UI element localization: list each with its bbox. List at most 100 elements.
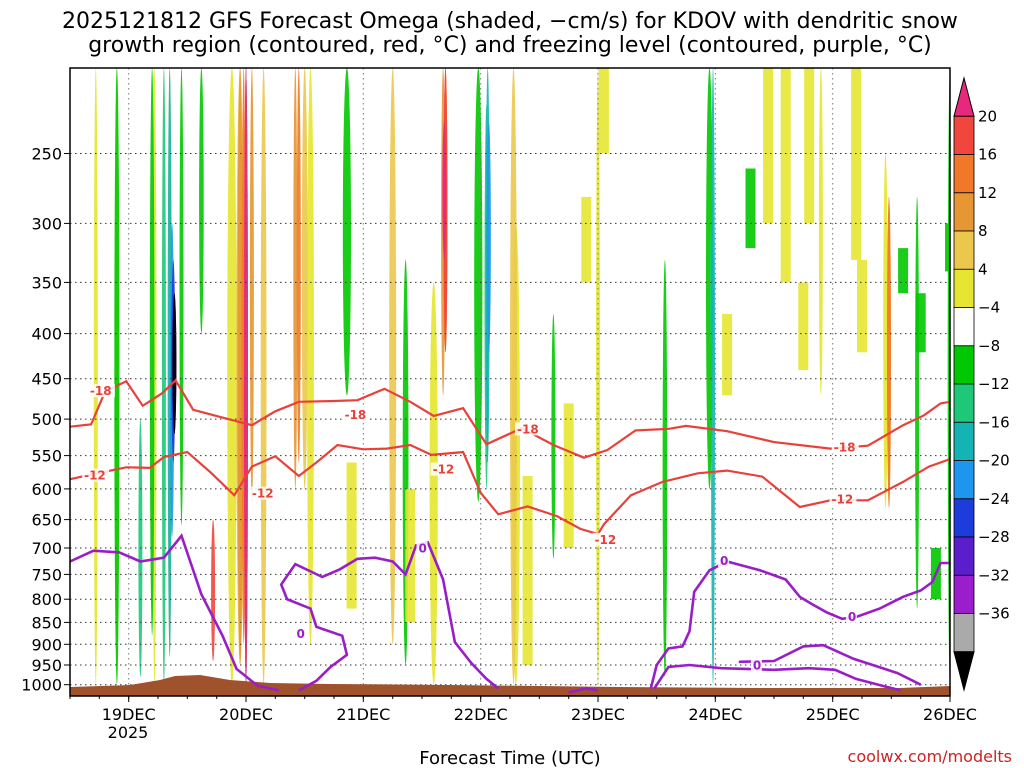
x-tick-label: 20DEC [219, 705, 273, 724]
omega-shade-patch [114, 68, 120, 685]
omega-shade-patch [167, 68, 172, 657]
y-tick-label: 400 [31, 325, 62, 344]
x-tick-label: 19DEC [102, 705, 156, 724]
omega-shading [93, 68, 950, 685]
omega-shade-block [763, 68, 774, 224]
chart-title-line2: growth region (contoured, red, °C) and f… [88, 33, 932, 58]
y-axis-pressure: 250 300 350 400 450 500 550 600 650 700 750 800 850 9… [21, 145, 70, 695]
colorbar-label: 8 [978, 222, 988, 240]
contour-label-bg [515, 422, 542, 436]
colorbar-swatch [953, 460, 975, 500]
contour-label: 0 [419, 542, 427, 556]
omega-shade-block [598, 68, 609, 154]
freezing-level-contour [653, 663, 902, 692]
omega-shade-patch [662, 259, 668, 677]
contour-label: 0 [720, 554, 728, 568]
omega-shade-patch [296, 68, 301, 463]
colorbar: 20 16 12 8 4 −4 −8 −12 −16 −20 −24 −28 −32 −36 [953, 76, 1010, 692]
omega-shade-patch [244, 68, 248, 685]
contour-label: -18 [517, 422, 539, 436]
colorbar-label: −36 [978, 605, 1010, 623]
freezing-level-contour [649, 560, 950, 689]
colorbar-label: −12 [978, 375, 1010, 393]
omega-shade-patch [389, 68, 397, 645]
colorbar-label: 12 [978, 184, 997, 202]
omega-shade-block [581, 196, 592, 283]
colorbar-swatch [953, 536, 975, 576]
colorbar-swatch [953, 383, 975, 423]
contour-label: 0 [848, 610, 856, 624]
colorbar-label: −8 [978, 337, 1000, 355]
colorbar-swatch [953, 268, 975, 308]
y-tick-label: 450 [31, 370, 62, 389]
plot-grid [70, 68, 951, 696]
omega-shade-patch [149, 68, 155, 636]
omega-shade-patch [510, 68, 517, 685]
contour-label-bg [750, 658, 762, 672]
colorbar-swatch [953, 613, 975, 653]
plot-area: -18 -12 -12 -18 -12 -18 -12 -18 -12 0 0 0 0 0 [69, 67, 951, 697]
colorbar-label: −32 [978, 566, 1010, 584]
terrain-ground [70, 675, 950, 696]
dgz-contour-minus12 [70, 443, 950, 536]
omega-shade-block [798, 282, 809, 371]
contour-label-bg [249, 486, 277, 500]
temperature-contours [70, 378, 950, 694]
y-tick-label: 750 [31, 565, 62, 584]
colorbar-swatch [953, 230, 975, 270]
contour-label-bg [831, 440, 859, 454]
y-tick-label: 950 [31, 656, 62, 675]
y-tick-label: 850 [31, 613, 62, 632]
omega-shade-patch [486, 121, 491, 353]
colorbar-swatch [953, 574, 975, 614]
contour-label: -12 [595, 533, 617, 547]
chart-title-line1: 2025121812 GFS Forecast Omega (shaded, −… [62, 9, 958, 34]
omega-shade-patch [915, 196, 920, 609]
y-tick-label: 650 [31, 511, 62, 530]
contour-labels: -18 -12 -12 -18 -12 -18 -12 -18 -12 0 0 0 0 0 [82, 384, 859, 673]
y-tick-label: 700 [31, 539, 62, 558]
omega-shade-patch [227, 68, 237, 685]
omega-shade-patch [887, 196, 891, 508]
contour-label-bg [845, 609, 857, 623]
colorbar-swatch [953, 498, 975, 538]
credit-text: coolwx.com/modelts [848, 747, 1012, 766]
contour-label: -12 [832, 492, 854, 506]
dgz-contour-minus18 [70, 378, 950, 459]
colorbar-label: 4 [978, 260, 988, 278]
colorbar-label: −24 [978, 490, 1010, 508]
y-tick-label: 550 [31, 447, 62, 466]
omega-shade-block [945, 223, 950, 272]
colorbar-label: 16 [978, 146, 997, 164]
y-tick-label: 350 [31, 273, 62, 292]
x-axis-time: 19DEC 20DEC 21DEC 22DEC 23DEC 24DEC 25DEC 26DEC [69, 696, 977, 724]
contour-label-bg [592, 532, 620, 546]
x-tick-label: 24DEC [688, 705, 742, 724]
omega-shade-patch [172, 293, 177, 435]
contour-label: -12 [84, 469, 106, 483]
colorbar-label: −16 [978, 413, 1010, 431]
omega-shade-patch [596, 68, 600, 685]
omega-shade-patch [551, 314, 556, 559]
y-tick-label: 600 [31, 480, 62, 499]
colorbar-swatch [953, 421, 975, 461]
contour-label: -12 [252, 487, 274, 501]
omega-shade-block [745, 168, 756, 249]
colorbar-swatch [953, 651, 975, 692]
omega-shade-patch [442, 121, 447, 260]
contour-label-bg [82, 468, 110, 482]
contour-label: -18 [834, 441, 856, 455]
contour-label-bg [294, 626, 306, 640]
contour-label: -18 [345, 408, 367, 422]
colorbar-swatch [953, 192, 975, 232]
contour-label: 0 [753, 659, 761, 673]
omega-shade-patch [260, 68, 267, 685]
omega-shade-block [346, 462, 357, 609]
omega-shade-patch [211, 519, 216, 661]
contour-label: -12 [433, 463, 455, 477]
contour-label-bg [718, 554, 729, 567]
omega-shade-patch [429, 282, 438, 685]
x-tick-label: 23DEC [571, 705, 625, 724]
omega-shade-patch [818, 68, 823, 396]
